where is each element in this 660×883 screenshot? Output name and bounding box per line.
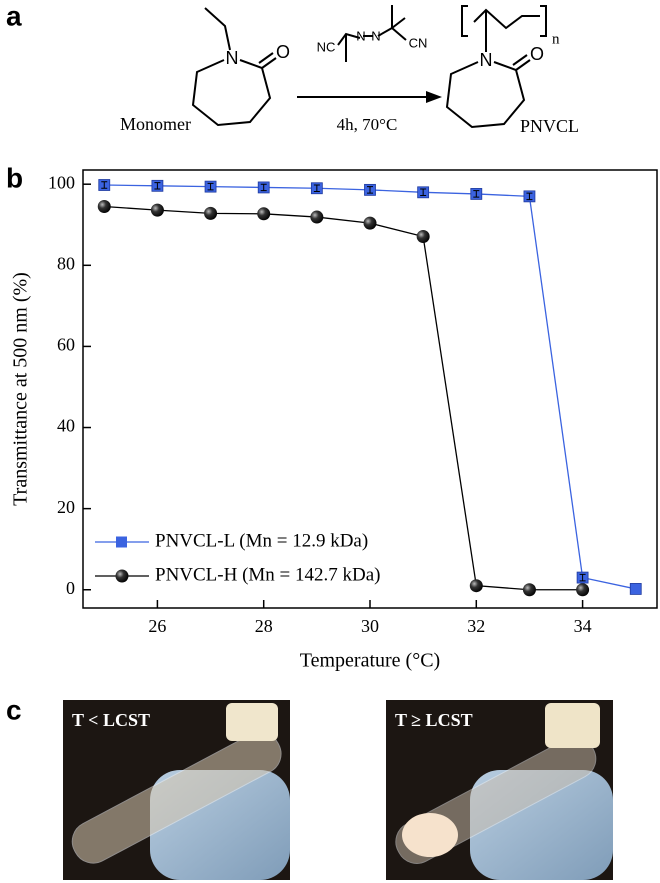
- series-line: [104, 184, 636, 590]
- backbone: [461, 5, 547, 52]
- y-tick-label: 20: [57, 497, 75, 517]
- legend-marker: [116, 536, 127, 548]
- x-tick-label: 30: [361, 616, 379, 636]
- product-label: PNVCL: [520, 116, 579, 136]
- error-bar: [367, 186, 373, 194]
- marker: [310, 210, 324, 224]
- x-tick-label: 28: [255, 616, 273, 636]
- vial: [71, 731, 282, 864]
- y-tick-label: 40: [57, 416, 75, 436]
- marker: [522, 583, 536, 597]
- arrow-head: [426, 91, 442, 103]
- atom: O: [276, 42, 290, 62]
- legend-label: PNVCL-L (Mn = 12.9 kDa): [155, 530, 368, 551]
- atom: N: [356, 28, 365, 43]
- panel-label: b: [6, 162, 23, 193]
- carbonyl-bond: [512, 54, 528, 66]
- series-line: [104, 205, 583, 591]
- legend-label: PNVCL-H (Mn = 142.7 kDa): [155, 564, 381, 585]
- vinyl-bond: [204, 7, 231, 51]
- marker: [150, 203, 164, 217]
- initiator-bond: [377, 27, 393, 37]
- error-bar: [207, 182, 214, 191]
- error-bar: [526, 192, 533, 201]
- initiator-bond: [391, 17, 406, 29]
- cap: [545, 703, 600, 748]
- marker: [576, 583, 590, 597]
- carbonyl-bond: [261, 57, 277, 69]
- error-bar: [473, 190, 480, 198]
- ring-bond: [445, 61, 526, 129]
- atom: O: [530, 44, 544, 64]
- repeat-unit: n: [552, 31, 560, 47]
- marker: [363, 216, 377, 230]
- photos: c T < LCST T ≥ LCST: [6, 694, 613, 880]
- panel-label: a: [6, 0, 22, 31]
- error-bar: [260, 183, 267, 192]
- y-tick-label: 60: [57, 335, 75, 355]
- atom: N: [226, 48, 239, 68]
- atom: N: [371, 28, 380, 43]
- x-tick-label: 32: [467, 616, 485, 636]
- x-tick-label: 34: [574, 616, 592, 636]
- ring-bond: [191, 59, 272, 127]
- y-tick-label: 80: [57, 253, 75, 273]
- error-bar: [101, 181, 108, 189]
- photo-label: T < LCST: [72, 710, 150, 730]
- atom: NC: [317, 39, 336, 54]
- y-axis-label: Transmittance at 500 nm (%): [10, 272, 32, 506]
- carbonyl-bond: [515, 59, 531, 71]
- initiator-bond: [391, 27, 407, 41]
- chart: b Temperature (°C) Transmittance at 500 …: [6, 162, 658, 672]
- marker: [97, 200, 111, 213]
- atom: N: [480, 50, 493, 70]
- error-bar: [420, 188, 427, 197]
- marker: [204, 206, 218, 220]
- marker: [469, 579, 483, 593]
- turbid-solution: [402, 813, 458, 857]
- error-bar: [313, 184, 320, 192]
- y-tick-label: 100: [48, 172, 75, 192]
- panel-label: c: [6, 694, 22, 725]
- photo-label: T ≥ LCST: [395, 710, 473, 730]
- error-bar: [154, 182, 161, 190]
- atom: CN: [409, 35, 428, 50]
- conditions: 4h, 70°C: [337, 115, 398, 134]
- x-tick-label: 26: [148, 616, 166, 636]
- monomer-label: Monomer: [120, 114, 191, 134]
- marker: [257, 207, 271, 221]
- y-tick-label: 0: [66, 578, 75, 598]
- x-axis-label: Temperature (°C): [300, 650, 440, 672]
- marker: [416, 230, 430, 244]
- marker: [629, 583, 642, 595]
- legend-marker: [115, 569, 129, 583]
- cap: [226, 703, 278, 741]
- carbonyl-bond: [258, 52, 274, 64]
- error-bar: [579, 573, 586, 582]
- scheme: a N O Monomer NC N N CN 4h, 70°C N O n P…: [6, 0, 579, 136]
